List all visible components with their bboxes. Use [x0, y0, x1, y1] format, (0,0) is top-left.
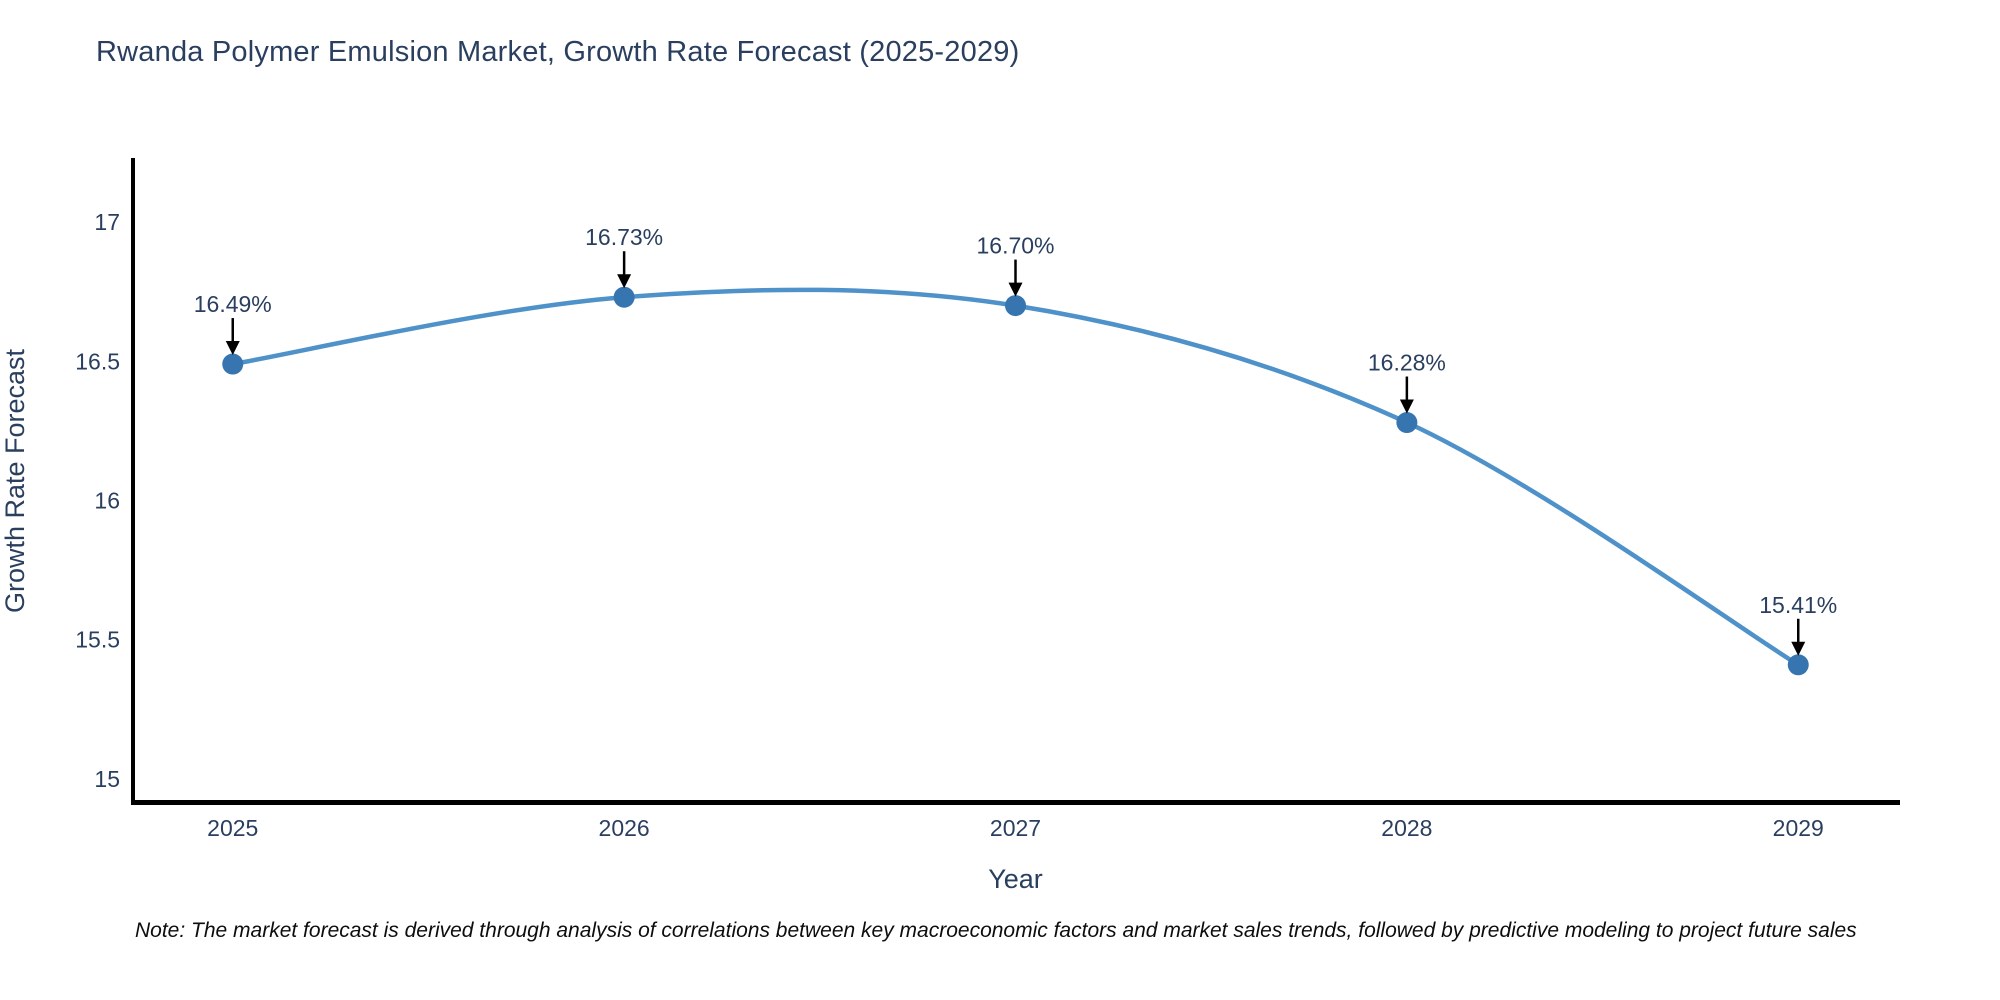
y-axis-spine: [131, 158, 135, 805]
y-tick-label: 16.5: [75, 348, 120, 374]
point-value-label: 16.28%: [1368, 350, 1446, 376]
x-tick-label: 2028: [1381, 815, 1432, 841]
point-value-label: 16.49%: [194, 291, 272, 317]
point-value-label: 15.41%: [1759, 592, 1837, 618]
annotation-arrowhead: [1791, 641, 1806, 656]
chart-title: Rwanda Polymer Emulsion Market, Growth R…: [96, 36, 1020, 68]
data-point-marker: [1787, 654, 1809, 676]
point-value-label: 16.70%: [976, 233, 1054, 259]
annotation-arrowhead: [617, 274, 632, 289]
point-value-label: 16.73%: [585, 224, 663, 250]
footnote: Note: The market forecast is derived thr…: [135, 919, 1857, 942]
annotation-arrowhead: [1008, 282, 1023, 297]
x-tick-label: 2025: [207, 815, 258, 841]
x-axis-title: Year: [988, 864, 1043, 894]
y-tick-label: 15: [94, 766, 120, 792]
x-tick-label: 2029: [1773, 815, 1824, 841]
annotation-arrowhead: [1399, 399, 1414, 414]
data-point-marker: [222, 353, 244, 375]
annotation-arrowhead: [225, 341, 240, 356]
y-tick-label: 17: [94, 209, 120, 235]
x-tick-label: 2026: [599, 815, 650, 841]
data-point-marker: [613, 286, 635, 308]
y-tick-label: 15.5: [75, 627, 120, 653]
data-point-marker: [1005, 295, 1026, 317]
x-tick-label: 2027: [990, 815, 1041, 841]
y-axis-title: Growth Rate Forecast: [0, 348, 30, 613]
y-tick-label: 16: [94, 487, 120, 513]
x-axis-spine: [131, 800, 1900, 805]
data-point-marker: [1396, 412, 1418, 434]
series-line: [230, 287, 1801, 668]
